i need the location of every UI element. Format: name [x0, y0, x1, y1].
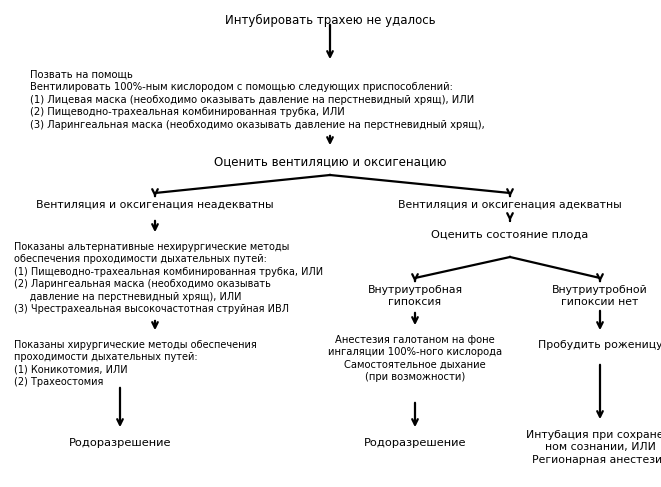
Text: Оценить состояние плода: Оценить состояние плода — [432, 230, 589, 240]
Text: Оценить вентиляцию и оксигенацию: Оценить вентиляцию и оксигенацию — [214, 155, 446, 168]
Text: Внутриутробной
гипоксии нет: Внутриутробной гипоксии нет — [552, 285, 648, 307]
Text: Интубировать трахею не удалось: Интубировать трахею не удалось — [225, 14, 436, 27]
Text: Пробудить роженицу: Пробудить роженицу — [538, 340, 661, 350]
Text: Позвать на помощь
Вентилировать 100%-ным кислородом с помощью следующих приспосо: Позвать на помощь Вентилировать 100%-ным… — [30, 70, 485, 130]
Text: Родоразрешение: Родоразрешение — [69, 438, 171, 448]
Text: Анестезия галотаном на фоне
ингаляции 100%-ного кислорода
Самостоятельное дыхани: Анестезия галотаном на фоне ингаляции 10… — [328, 335, 502, 382]
Text: Родоразрешение: Родоразрешение — [364, 438, 466, 448]
Text: Показаны хирургические методы обеспечения
проходимости дыхательных путей:
(1) Ко: Показаны хирургические методы обеспечени… — [14, 340, 256, 387]
Text: Интубация при сохранен-
ном сознании, ИЛИ
Регионарная анестезия: Интубация при сохранен- ном сознании, ИЛ… — [525, 430, 661, 465]
Text: Показаны альтернативные нехирургические методы
обеспечения проходимости дыхатель: Показаны альтернативные нехирургические … — [14, 242, 323, 314]
Text: Вентиляция и оксигенация неадекватны: Вентиляция и оксигенация неадекватны — [36, 200, 274, 210]
Text: Внутриутробная
гипоксия: Внутриутробная гипоксия — [368, 285, 463, 307]
Text: Вентиляция и оксигенация адекватны: Вентиляция и оксигенация адекватны — [398, 200, 622, 210]
